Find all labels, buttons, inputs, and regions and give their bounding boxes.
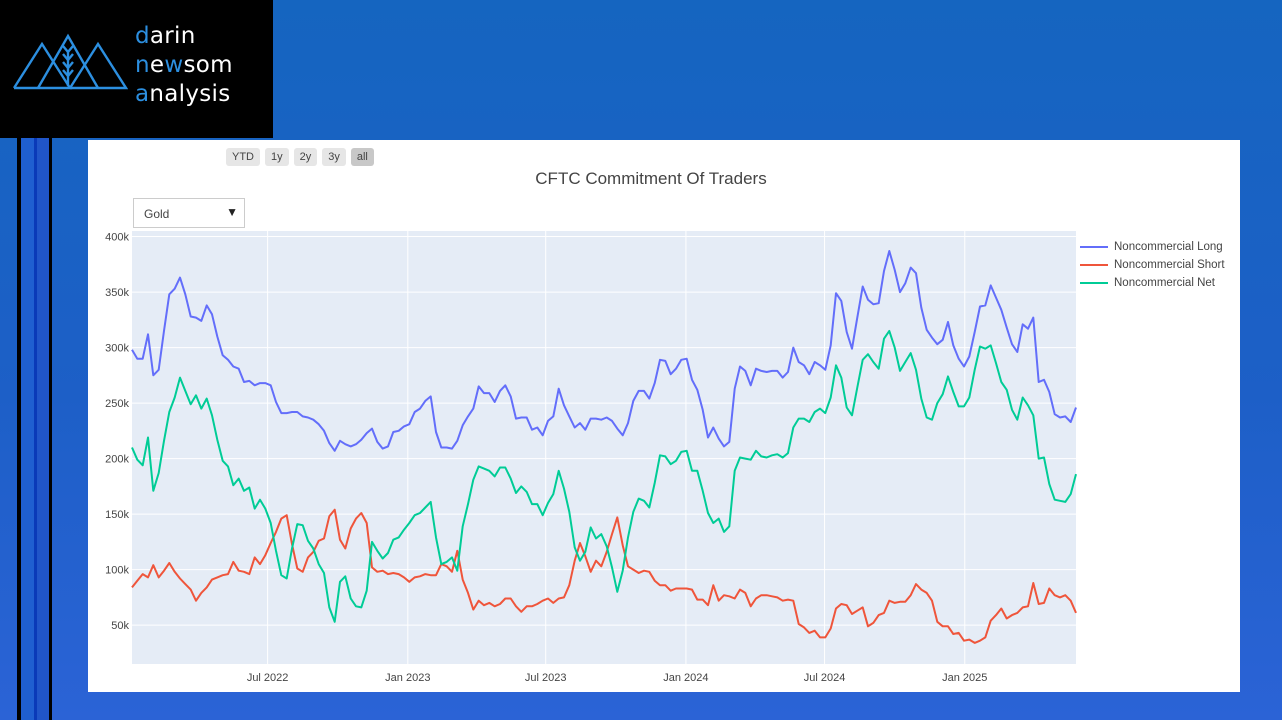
range-button-1y[interactable]: 1y <box>265 148 289 166</box>
y-tick-label: 300k <box>105 343 129 355</box>
dropdown-value: Gold <box>144 207 170 221</box>
x-tick-label: Jan 2025 <box>942 672 987 684</box>
chart-title: CFTC Commitment Of Traders <box>535 169 767 188</box>
chart-legend: Noncommercial Long Noncommercial Short N… <box>1080 238 1225 292</box>
x-tick-label: Jan 2023 <box>385 672 430 684</box>
series-line-long <box>131 250 1077 452</box>
range-button-2y[interactable]: 2y <box>293 148 318 166</box>
plot-area <box>132 231 1076 664</box>
cot-line-chart: 50k 100k 150k 200k 250k 300k 350k 400k Jul 2022 J… <box>105 231 1077 684</box>
brand-letter: a <box>135 81 150 107</box>
y-tick-label: 250k <box>105 398 129 410</box>
brand-wordmark: darin newsom analysis <box>135 22 233 109</box>
decorative-bar <box>34 138 37 720</box>
brand-letter: n <box>135 52 150 78</box>
legend-label: Noncommercial Short <box>1114 259 1225 271</box>
x-tick-label: Jul 2022 <box>247 672 289 684</box>
y-tick-label: 50k <box>111 620 129 632</box>
series-line-net <box>131 329 1077 623</box>
y-tick-label: 400k <box>105 232 129 244</box>
series-line-short <box>131 508 1077 644</box>
brand-text: nalysis <box>149 81 231 107</box>
decorative-bar <box>37 138 49 720</box>
triangle-down-icon: ▼ <box>226 205 238 219</box>
x-tick-label: Jul 2024 <box>804 672 846 684</box>
brand-text: arin <box>149 23 196 49</box>
y-tick-label: 100k <box>105 565 129 577</box>
range-selector: YTD 1y 2y 3y all <box>226 148 374 166</box>
y-tick-label: 200k <box>105 454 129 466</box>
brand-letter: w <box>164 52 184 78</box>
legend-label: Noncommercial Net <box>1114 277 1215 289</box>
x-tick-label: Jul 2023 <box>525 672 567 684</box>
brand-text: e <box>149 52 165 78</box>
brand-text: som <box>183 52 233 78</box>
legend-label: Noncommercial Long <box>1114 241 1223 253</box>
legend-swatch <box>1080 246 1108 248</box>
legend-item-long[interactable]: Noncommercial Long <box>1080 238 1225 256</box>
legend-item-short[interactable]: Noncommercial Short <box>1080 256 1225 274</box>
y-tick-label: 150k <box>105 509 129 521</box>
chart-panel: 50k 100k 150k 200k 250k 300k 350k 400k Jul 2022 J… <box>88 140 1240 692</box>
legend-item-net[interactable]: Noncommercial Net <box>1080 274 1225 292</box>
brand-letter: d <box>135 23 150 49</box>
legend-swatch <box>1080 282 1108 284</box>
range-button-ytd[interactable]: YTD <box>226 148 260 166</box>
brand-logo: darin newsom analysis <box>0 0 273 138</box>
y-tick-label: 350k <box>105 287 129 299</box>
range-button-all[interactable]: all <box>350 148 374 166</box>
decorative-bar <box>17 138 21 720</box>
decorative-bar <box>49 138 52 720</box>
mountain-wheat-logo-icon <box>12 33 128 90</box>
decorative-bar <box>21 138 34 720</box>
commodity-dropdown[interactable]: Gold ▼ <box>133 198 245 228</box>
x-tick-label: Jan 2024 <box>663 672 708 684</box>
range-button-3y[interactable]: 3y <box>322 148 346 166</box>
legend-swatch <box>1080 264 1108 266</box>
